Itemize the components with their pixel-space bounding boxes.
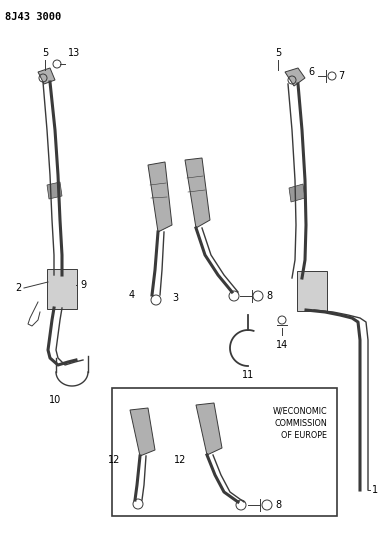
Text: 7: 7 [338, 71, 344, 81]
Text: 13: 13 [68, 48, 80, 58]
Text: 8: 8 [266, 291, 272, 301]
Text: W/ECONOMIC
COMMISSION
OF EUROPE: W/ECONOMIC COMMISSION OF EUROPE [272, 406, 327, 440]
Text: 14: 14 [276, 340, 288, 350]
Text: 8: 8 [275, 500, 281, 510]
Polygon shape [148, 162, 172, 232]
Text: 12: 12 [108, 455, 120, 465]
Text: 5: 5 [42, 48, 48, 58]
FancyBboxPatch shape [297, 271, 327, 311]
Text: 4: 4 [129, 290, 135, 300]
Polygon shape [47, 182, 62, 199]
Text: 11: 11 [242, 370, 254, 380]
Text: 12: 12 [174, 455, 186, 465]
Text: 1: 1 [372, 485, 378, 495]
Text: 10: 10 [49, 395, 61, 405]
Polygon shape [130, 408, 155, 456]
Polygon shape [185, 158, 210, 228]
Text: 2: 2 [16, 283, 22, 293]
Text: 9: 9 [80, 280, 86, 290]
Text: 6: 6 [308, 67, 314, 77]
FancyBboxPatch shape [47, 269, 77, 309]
Text: 8J43 3000: 8J43 3000 [5, 12, 61, 22]
Bar [112, 388, 337, 516]
Polygon shape [38, 68, 55, 84]
Text: 3: 3 [172, 293, 178, 303]
Polygon shape [196, 403, 222, 455]
Text: 5: 5 [275, 48, 281, 58]
Polygon shape [289, 184, 305, 202]
Polygon shape [285, 68, 305, 86]
